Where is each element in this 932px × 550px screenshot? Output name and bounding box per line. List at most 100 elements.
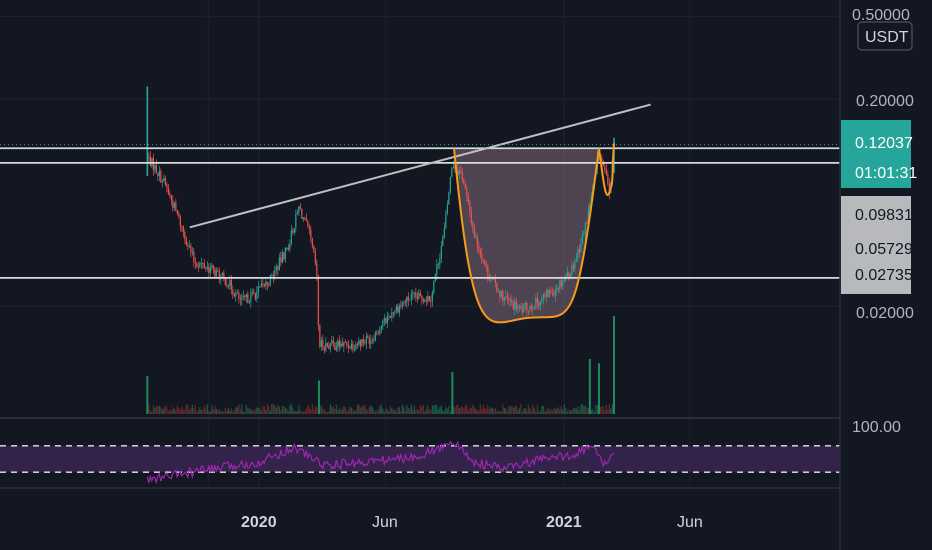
volume-bar: [473, 406, 475, 414]
candle-body: [487, 266, 489, 278]
candle-body: [371, 339, 373, 341]
volume-bar: [322, 408, 324, 414]
candle-body: [194, 261, 196, 264]
volume-bar: [263, 406, 265, 414]
volume-bar: [275, 407, 277, 414]
candle-body: [550, 290, 552, 293]
volume-bar: [419, 405, 421, 414]
volume-bar: [433, 405, 435, 414]
volume-bar: [575, 408, 577, 414]
volume-bar: [329, 404, 331, 414]
candle-body: [427, 296, 429, 302]
candle-body: [274, 269, 276, 277]
candle-body: [499, 291, 501, 298]
candle-body: [343, 341, 345, 347]
candle-body: [169, 193, 171, 196]
candle-body: [304, 217, 306, 219]
candle-body: [529, 305, 531, 311]
volume-bar: [191, 404, 193, 414]
candle-body: [454, 166, 456, 168]
volume-bar: [533, 408, 535, 414]
candle-body: [313, 246, 315, 253]
volume-bar: [577, 406, 579, 414]
candle-body: [287, 247, 289, 250]
candle-body: [268, 284, 270, 286]
candle-body: [277, 266, 279, 270]
candle-body: [247, 293, 249, 303]
volume-bar: [229, 410, 231, 414]
candle-body: [307, 221, 309, 227]
candle-body: [428, 296, 430, 302]
volume-bar: [448, 405, 450, 414]
currency-button[interactable]: USDT: [857, 21, 913, 51]
candle-body: [157, 172, 159, 177]
volume-bar: [382, 408, 384, 414]
candle-body: [179, 216, 181, 227]
volume-bar: [151, 411, 153, 414]
candle-body: [373, 339, 375, 341]
candle-body: [409, 299, 411, 301]
volume-bar: [464, 405, 466, 414]
candle-body: [379, 328, 381, 334]
horizontal-levels[interactable]: [0, 147, 840, 279]
candle-body: [290, 230, 292, 245]
candle-body: [458, 170, 460, 175]
candle-body: [166, 184, 168, 188]
volume-bar: [350, 407, 352, 414]
volume-bar: [386, 408, 388, 414]
volume-bar: [418, 410, 420, 414]
candle-body: [248, 301, 250, 303]
volume-bar: [254, 409, 256, 414]
candle-body: [245, 293, 247, 298]
volume-bar: [446, 408, 448, 414]
candle-body: [310, 229, 312, 239]
candle-body: [308, 226, 310, 230]
volume-bar: [283, 406, 285, 414]
volume-bar: [443, 410, 445, 414]
volume-bar: [244, 411, 246, 414]
volume-bar: [607, 409, 609, 414]
candle-body: [412, 293, 414, 295]
volume-bar: [478, 410, 480, 414]
volume-bar: [571, 410, 573, 414]
candle-body: [421, 295, 423, 300]
volume-bar: [592, 408, 594, 414]
candle-body: [488, 277, 490, 281]
candle-body: [250, 293, 252, 302]
volume-bar: [370, 405, 372, 414]
volume-bar: [530, 410, 532, 414]
volume-bar: [412, 410, 414, 414]
candle-body: [422, 299, 424, 302]
volume-bar: [395, 411, 397, 414]
volume-bar: [511, 405, 513, 414]
volume-bar: [155, 405, 157, 414]
volume-bar: [239, 409, 241, 414]
volume-bar: [550, 408, 552, 414]
candle-body: [605, 169, 607, 175]
candle-body: [193, 251, 195, 262]
volume-bar: [280, 410, 282, 414]
volume-bar: [172, 407, 174, 414]
candle-body: [524, 303, 526, 305]
candle-body: [296, 212, 298, 214]
rising-trendline[interactable]: [189, 103, 651, 229]
candle-body: [554, 290, 556, 296]
volume-bar: [320, 405, 322, 414]
candle-body: [226, 285, 228, 287]
candle-body: [571, 265, 573, 275]
volume-bar: [250, 409, 252, 414]
volume-bar: [328, 410, 330, 414]
volume-bar: [164, 405, 166, 414]
candle-body: [404, 302, 406, 304]
volume-bar: [373, 409, 375, 414]
volume-bar: [247, 407, 249, 414]
volume-bar: [364, 404, 366, 414]
candle-body: [323, 347, 325, 351]
candle-body: [350, 343, 352, 349]
candle-body: [368, 337, 370, 344]
cup-and-handle-curve[interactable]: [453, 143, 615, 324]
volume-bar: [368, 406, 370, 414]
candle-body: [553, 293, 555, 296]
candle-body: [202, 263, 204, 265]
